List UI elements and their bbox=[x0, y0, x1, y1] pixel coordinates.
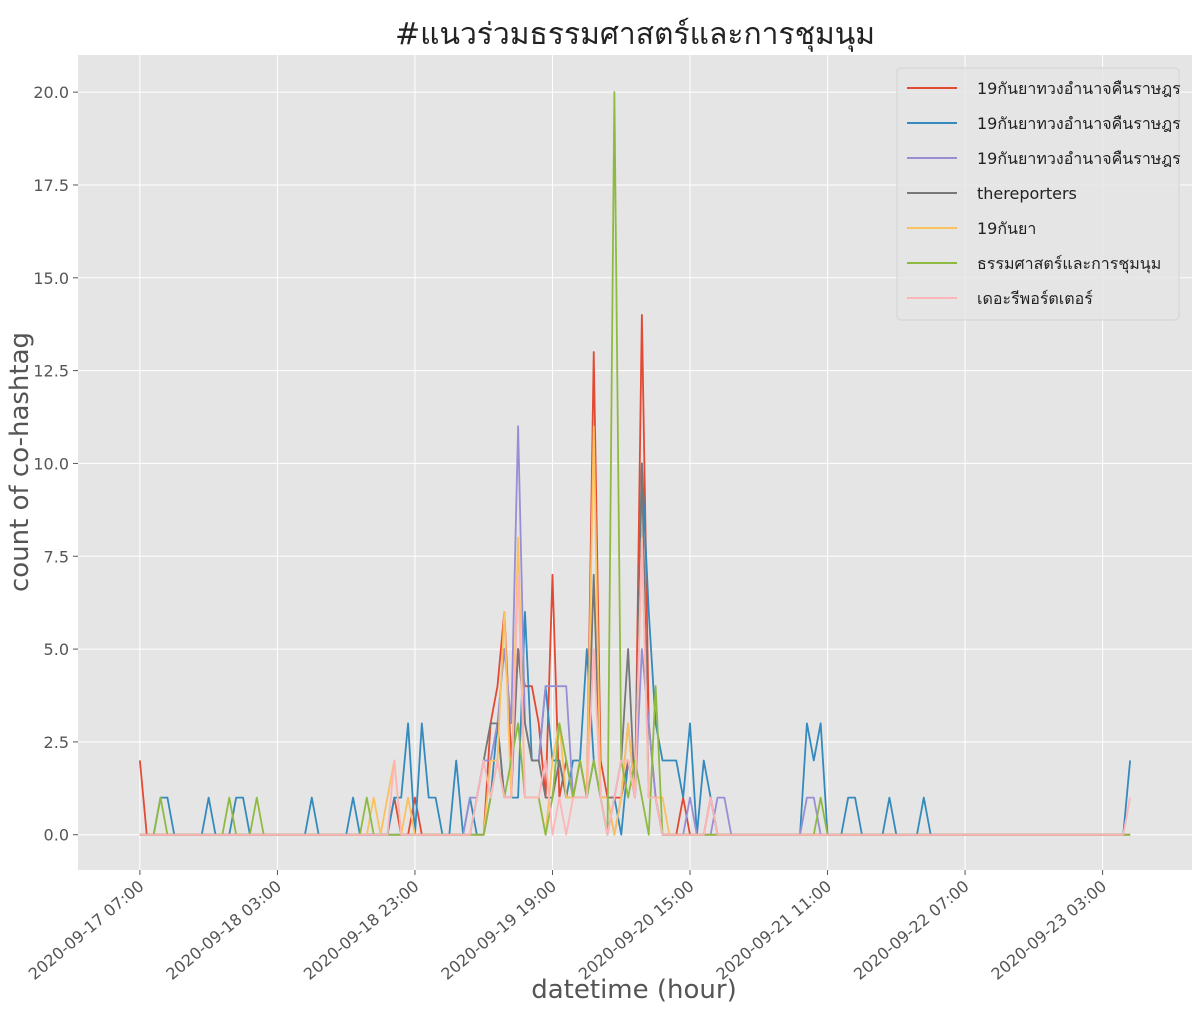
legend-entry-label: 19กันยาทวงอำนาจคืนราษฎร bbox=[977, 79, 1181, 98]
y-tick-label: 10.0 bbox=[33, 454, 69, 473]
y-tick-label: 12.5 bbox=[33, 362, 69, 381]
y-tick-label: 15.0 bbox=[33, 269, 69, 288]
y-tick-label: 7.5 bbox=[44, 547, 69, 566]
legend-entry-label: ธรรมศาสตร์และการชุมนุม bbox=[977, 254, 1161, 274]
legend: 19กันยาทวงอำนาจคืนราษฎร 19กันยาทวงอำนาจคื… bbox=[896, 67, 1181, 321]
y-axis: 0.0 2.5 5.0 7.5 10.0 12.5 15.0 17.5 20.0 bbox=[33, 83, 78, 845]
series-line bbox=[139, 536, 1131, 836]
y-tick-label: 5.0 bbox=[44, 640, 69, 659]
series-layer bbox=[138, 91, 1132, 836]
legend-entry-label: เดอะรีพอร์ตเตอร์ bbox=[977, 289, 1093, 308]
y-tick-label: 0.0 bbox=[44, 826, 69, 845]
y-tick-label: 20.0 bbox=[33, 83, 69, 102]
legend-entry-label: 19กันยา bbox=[977, 219, 1036, 238]
legend-entry-label: 19กันยาทวงอำนาจคืนราษฎร bbox=[977, 114, 1181, 133]
y-axis-title: count of co-hashtag bbox=[5, 332, 35, 592]
legend-entry-label: 19กันยาทวงอำนาจคืนราษฎร bbox=[977, 149, 1181, 168]
y-tick-label: 17.5 bbox=[33, 176, 69, 195]
y-tick-label: 2.5 bbox=[44, 733, 69, 752]
legend-entry-label: thereporters bbox=[977, 184, 1077, 203]
legend-box bbox=[896, 67, 1180, 321]
chart-title: #แนวร่วมธรรมศาสตร์และการชุมนุม bbox=[395, 17, 875, 53]
x-axis-title: datetime (hour) bbox=[531, 975, 736, 1005]
